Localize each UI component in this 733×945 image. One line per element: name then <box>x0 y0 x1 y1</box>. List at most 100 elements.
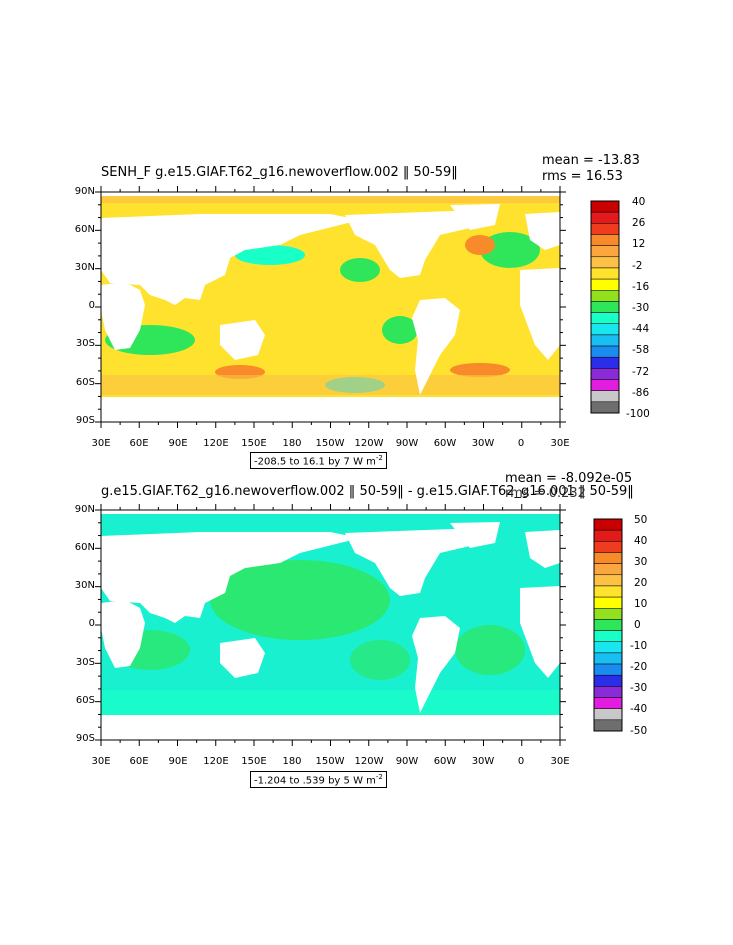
lat-label-90n: 90N <box>74 504 95 515</box>
colorbar-swatch <box>593 585 623 598</box>
map-1-land-australia <box>220 320 265 360</box>
lon-label: 0 <box>517 438 525 449</box>
panel-2-range-text: -1.204 to .539 by 5 W m <box>254 775 376 787</box>
lon-label: 180 <box>282 756 302 767</box>
map-1-ticks <box>95 186 566 428</box>
map-2-field <box>101 510 560 740</box>
map-1-polar-south <box>101 397 560 422</box>
lon-label: 90W <box>395 756 419 767</box>
map-2-land-samerica <box>412 616 460 713</box>
colorbar-2-label: -40 <box>630 703 648 715</box>
lat-label-90s: 90S <box>75 415 95 426</box>
map-1-land-eurasia <box>101 214 360 305</box>
panel-2-rms: rms = 0.232 <box>505 486 586 501</box>
colorbar-swatch <box>593 529 623 542</box>
colorbar-1-label: -44 <box>632 323 650 335</box>
lat-label-30s: 30S <box>75 338 95 349</box>
colorbar-swatch <box>593 608 623 620</box>
colorbar-swatch <box>593 552 623 564</box>
panel-2-range-box: -1.204 to .539 by 5 W m-2 <box>250 771 387 789</box>
colorbar-2-label: -30 <box>630 682 648 694</box>
map-1-polar-north <box>101 192 560 196</box>
lat-label-60n: 60N <box>74 224 95 235</box>
lon-label: 30W <box>471 438 495 449</box>
map-2-land-africa-east <box>520 586 560 678</box>
lon-label: 30E <box>550 438 570 449</box>
lon-label: 120E <box>203 756 229 767</box>
map-1-patch <box>450 363 510 377</box>
lon-label: 150E <box>241 756 267 767</box>
colorbar-swatch <box>593 697 623 709</box>
lon-label: 120E <box>203 438 229 449</box>
panel-1-range-sup: -2 <box>375 454 383 462</box>
colorbar-swatch <box>593 674 623 687</box>
lon-label: 30E <box>550 756 570 767</box>
colorbar-2-label: 50 <box>634 514 648 526</box>
map-1-land-samerica <box>412 298 460 395</box>
colorbar-swatch <box>593 541 623 553</box>
panel-1-range-text: -208.5 to 16.1 by 7 W m <box>254 456 376 468</box>
colorbar-2-label: 10 <box>634 598 648 610</box>
lon-label: 150W <box>315 438 345 449</box>
map-1-patch <box>235 245 305 265</box>
colorbar-1-label: -100 <box>626 408 650 420</box>
lon-label: 60E <box>129 438 149 449</box>
colorbar-swatch <box>593 663 623 676</box>
map-2-land-africa <box>101 600 145 668</box>
lon-label: 120W <box>354 438 384 449</box>
map-1-land-namerica <box>345 210 480 278</box>
map-2-land-australia <box>220 638 265 678</box>
map-1-patch <box>480 232 540 268</box>
colorbar-1-label: -16 <box>632 281 650 293</box>
colorbar-1-label: -30 <box>632 302 650 314</box>
map-2-land <box>101 510 560 740</box>
map-2-polar-south <box>101 715 560 740</box>
colorbar-swatch <box>593 619 623 631</box>
lat-label-60s: 60S <box>75 377 95 388</box>
colorbar-1-label: 40 <box>632 196 646 208</box>
colorbar-2-label: 30 <box>634 556 648 568</box>
lat-label-0: 0 <box>88 300 95 311</box>
panel-1-range-box: -208.5 to 16.1 by 7 W m-2 <box>250 452 387 470</box>
colorbar-2-label: 0 <box>634 619 641 631</box>
colorbar-swatch <box>593 641 623 654</box>
lon-label: 60W <box>433 756 457 767</box>
map-1-patch <box>465 235 495 255</box>
lon-label: 90W <box>395 438 419 449</box>
colorbar-swatch <box>593 719 623 732</box>
lon-label: 30W <box>471 756 495 767</box>
colorbar-1-label: -2 <box>632 260 643 272</box>
panel-2-mean: mean = -8.092e-05 <box>505 471 633 486</box>
colorbar-2-label: 40 <box>634 535 648 547</box>
map-2-patch <box>101 690 560 715</box>
lon-label: 60E <box>129 756 149 767</box>
lon-label: 150W <box>315 756 345 767</box>
lon-label: 60W <box>433 438 457 449</box>
lon-label: 120W <box>354 756 384 767</box>
map-1-land-greenland <box>450 204 500 230</box>
map-1-land-africa <box>101 282 145 350</box>
colorbar-swatch <box>593 574 623 587</box>
colorbar-2-label: -20 <box>630 661 648 673</box>
lon-label: 0 <box>517 756 525 767</box>
colorbar-1-label: 26 <box>632 217 646 229</box>
colorbar-swatch <box>593 596 623 609</box>
lon-label: 90E <box>168 756 188 767</box>
colorbar-swatch <box>593 518 623 531</box>
colorbar-1-label: -58 <box>632 344 650 356</box>
map-1-land-europe <box>525 212 560 250</box>
lon-label: 90E <box>168 438 188 449</box>
map-2-patch <box>455 625 525 675</box>
map-1-patch <box>382 316 418 344</box>
map-1-land-africa-east <box>520 268 560 360</box>
panel-1-mean: mean = -13.83 <box>542 153 640 168</box>
colorbar-2-label: 20 <box>634 577 648 589</box>
lon-label: 150E <box>241 438 267 449</box>
lon-label: 30E <box>91 756 111 767</box>
colorbar-swatch <box>593 630 623 642</box>
colorbar-1-label: -72 <box>632 366 650 378</box>
